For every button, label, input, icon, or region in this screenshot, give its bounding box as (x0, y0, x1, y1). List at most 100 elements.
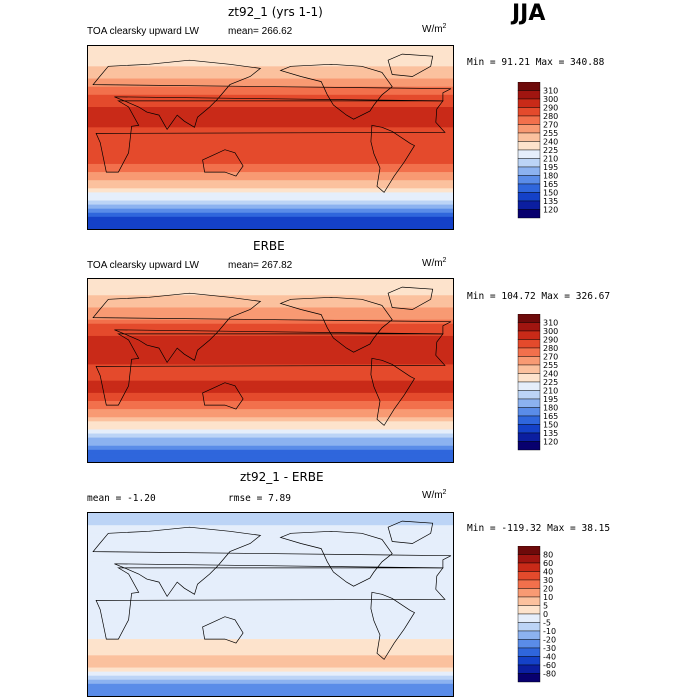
colorbar-swatch (517, 605, 541, 615)
zonal-band (88, 626, 453, 632)
panel2-units: W/m2 (422, 257, 447, 269)
zonal-band (88, 445, 453, 451)
colorbar-swatch (517, 149, 541, 159)
zonal-band (88, 196, 453, 202)
zonal-band (88, 569, 453, 575)
zonal-band (88, 352, 453, 357)
panel3-map-svg (88, 513, 453, 696)
colorbar-tick-label: 270 (543, 353, 558, 362)
zonal-band (88, 291, 453, 296)
zonal-band (88, 94, 453, 100)
colorbar-swatch (517, 347, 541, 357)
zonal-band (88, 401, 453, 406)
colorbar-swatch (517, 330, 541, 340)
zonal-band (88, 437, 453, 443)
zonal-band (88, 590, 453, 595)
colorbar-tick-label: 195 (543, 395, 558, 404)
zonal-band (88, 449, 453, 455)
zonal-band (88, 659, 453, 665)
zonal-band (88, 176, 453, 181)
colorbar-swatch (517, 373, 541, 383)
zonal-band (88, 441, 453, 447)
zonal-band (88, 578, 453, 583)
zonal-band (88, 582, 453, 587)
zonal-band (88, 425, 453, 431)
panel1-variable-label: TOA clearsky upward LW (87, 26, 199, 37)
colorbar-swatch (517, 407, 541, 417)
colorbar-swatch (517, 673, 541, 683)
zonal-band (88, 78, 453, 84)
zonal-band (88, 208, 453, 214)
zonal-band (88, 687, 453, 693)
zonal-band (88, 107, 453, 112)
colorbar-tick-label: 80 (543, 551, 553, 560)
colorbar-swatch (517, 192, 541, 202)
panel3-mean: mean = -1.20 (87, 493, 156, 504)
panel2-minmax: Min = 104.72 Max = 326.67 (467, 291, 611, 302)
zonal-band (88, 66, 453, 71)
panel1-map-svg (88, 46, 453, 229)
zonal-band (88, 127, 453, 132)
colorbar-swatch (517, 579, 541, 589)
colorbar-swatch (517, 398, 541, 408)
colorbar-tick-label: 0 (543, 610, 548, 619)
colorbar-swatch (517, 124, 541, 134)
zonal-band (88, 405, 453, 410)
zonal-band (88, 356, 453, 361)
zonal-band (88, 283, 453, 288)
zonal-band (88, 204, 453, 210)
zonal-band (88, 517, 453, 522)
panel3-map (87, 512, 454, 697)
continent-outline (92, 59, 452, 131)
zonal-band (88, 409, 453, 414)
zonal-band (88, 647, 453, 652)
zonal-band (88, 340, 453, 345)
continent-outline (370, 124, 416, 193)
continent-outline (387, 53, 434, 77)
zonal-band (88, 457, 453, 462)
zonal-band (88, 50, 453, 55)
zonal-band (88, 380, 453, 386)
colorbar-tick-label: 120 (543, 438, 558, 447)
colorbar-swatch (517, 175, 541, 185)
colorbar-swatch (517, 200, 541, 210)
continent-outline (202, 382, 244, 410)
zonal-band (88, 54, 453, 59)
zonal-band (88, 220, 453, 226)
colorbar-swatch (517, 364, 541, 374)
zonal-band (88, 168, 453, 173)
zonal-band (88, 574, 453, 579)
zonal-band (88, 212, 453, 218)
colorbar-tick-label: 240 (543, 370, 558, 379)
colorbar-tick-label: 210 (543, 155, 558, 164)
colorbar-tick-label: 120 (543, 206, 558, 215)
zonal-band (88, 159, 453, 165)
zonal-band (88, 344, 453, 349)
continent-outline (95, 567, 446, 640)
zonal-band (88, 667, 453, 673)
colorbar-tick-label: 20 (543, 585, 553, 594)
zonal-band (88, 58, 453, 63)
colorbar-tick-label: 210 (543, 387, 558, 396)
zonal-band (88, 74, 453, 80)
colorbar-swatch (517, 141, 541, 151)
continent-outline (387, 520, 434, 544)
zonal-band (88, 216, 453, 222)
continent-outline (95, 333, 446, 406)
zonal-band (88, 295, 453, 300)
colorbar-swatch (517, 183, 541, 193)
colorbar-swatch (517, 322, 541, 332)
zonal-band (88, 618, 453, 624)
colorbar-swatch (517, 546, 541, 555)
zonal-band (88, 537, 453, 543)
colorbar-tick-label: -5 (543, 619, 551, 628)
colorbar-tick-label: 5 (543, 602, 548, 611)
colorbar-swatch (517, 314, 541, 323)
continent-outline (202, 149, 244, 177)
colorbar-swatch (517, 596, 541, 606)
zonal-band (88, 671, 453, 677)
zonal-band (88, 675, 453, 681)
zonal-band (88, 135, 453, 141)
zonal-band (88, 180, 453, 185)
zonal-band (88, 421, 453, 426)
